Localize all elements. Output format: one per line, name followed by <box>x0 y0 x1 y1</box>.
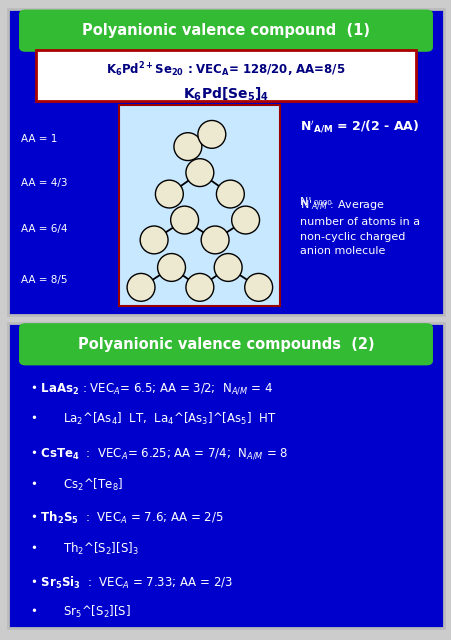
Ellipse shape <box>185 273 213 301</box>
Ellipse shape <box>170 206 198 234</box>
Text: AA = 1: AA = 1 <box>21 134 57 144</box>
Text: N' ₀₀₀₀: N' ₀₀₀₀ <box>299 196 331 207</box>
Ellipse shape <box>185 159 213 186</box>
Text: AA = 8/5: AA = 8/5 <box>21 275 68 285</box>
Ellipse shape <box>214 253 242 282</box>
Text: •       Cs$_2$^[Te$_8$]: • Cs$_2$^[Te$_8$] <box>30 477 123 493</box>
Ellipse shape <box>201 226 229 254</box>
Text: $\mathbf{K_6Pd[Se_5]_4}$: $\mathbf{K_6Pd[Se_5]_4}$ <box>183 85 268 102</box>
Text: •       La$_2$^[As$_4$]  LT,  La$_4$^[As$_3$]^[As$_5$]  HT: • La$_2$^[As$_4$] LT, La$_4$^[As$_3$]^[A… <box>30 411 276 427</box>
Text: AA = 6/4: AA = 6/4 <box>21 224 68 234</box>
Text: Polyanionic valence compound  (1): Polyanionic valence compound (1) <box>82 23 369 38</box>
Text: •       Sr$_5$^[S$_2$][S]: • Sr$_5$^[S$_2$][S] <box>30 604 130 620</box>
FancyBboxPatch shape <box>8 9 443 315</box>
FancyBboxPatch shape <box>8 323 443 628</box>
Text: AA = 4/3: AA = 4/3 <box>21 179 68 188</box>
Ellipse shape <box>231 206 259 234</box>
Text: •       Th$_2$^[S$_2$][S]$_3$: • Th$_2$^[S$_2$][S]$_3$ <box>30 541 138 557</box>
Text: • $\mathbf{Sr_5Si_3}$  :  VEC$_A$ = 7.33; AA = 2/3: • $\mathbf{Sr_5Si_3}$ : VEC$_A$ = 7.33; … <box>30 575 232 591</box>
Ellipse shape <box>198 120 226 148</box>
Ellipse shape <box>157 253 185 282</box>
Text: • $\mathbf{LaAs_2}$ : VEC$_A$= 6.5; AA = 3/2;  N$_{A/M}$ = 4: • $\mathbf{LaAs_2}$ : VEC$_A$= 6.5; AA =… <box>30 381 272 396</box>
Text: $\mathbf{N'_{A/M}}$ = 2/(2 - AA): $\mathbf{N'_{A/M}}$ = 2/(2 - AA) <box>299 118 419 135</box>
Ellipse shape <box>216 180 244 208</box>
FancyBboxPatch shape <box>19 10 432 52</box>
Ellipse shape <box>244 273 272 301</box>
Text: Polyanionic valence compounds  (2): Polyanionic valence compounds (2) <box>78 337 373 352</box>
FancyBboxPatch shape <box>19 323 432 365</box>
Text: • $\mathbf{Th_2S_5}$  :  VEC$_A$ = 7.6; AA = 2/5: • $\mathbf{Th_2S_5}$ : VEC$_A$ = 7.6; AA… <box>30 510 223 526</box>
Text: $\mathbf{K_6Pd^{2+}Se_{20}}$ : VEC$_\mathbf{A}$= 128/20, AA=8/5: $\mathbf{K_6Pd^{2+}Se_{20}}$ : VEC$_\mat… <box>106 61 345 79</box>
Ellipse shape <box>140 226 168 254</box>
Ellipse shape <box>155 180 183 208</box>
FancyBboxPatch shape <box>37 51 414 100</box>
FancyBboxPatch shape <box>119 106 280 306</box>
Ellipse shape <box>127 273 155 301</box>
Ellipse shape <box>174 132 201 161</box>
Text: • $\mathbf{CsTe_4}$  :  VEC$_A$= 6.25; AA = 7/4;  N$_{A/M}$ = 8: • $\mathbf{CsTe_4}$ : VEC$_A$= 6.25; AA … <box>30 447 288 461</box>
Text: N'$_{A/M}$ : Average
number of atoms in a
non-cyclic charged
anion molecule: N'$_{A/M}$ : Average number of atoms in … <box>299 198 419 256</box>
